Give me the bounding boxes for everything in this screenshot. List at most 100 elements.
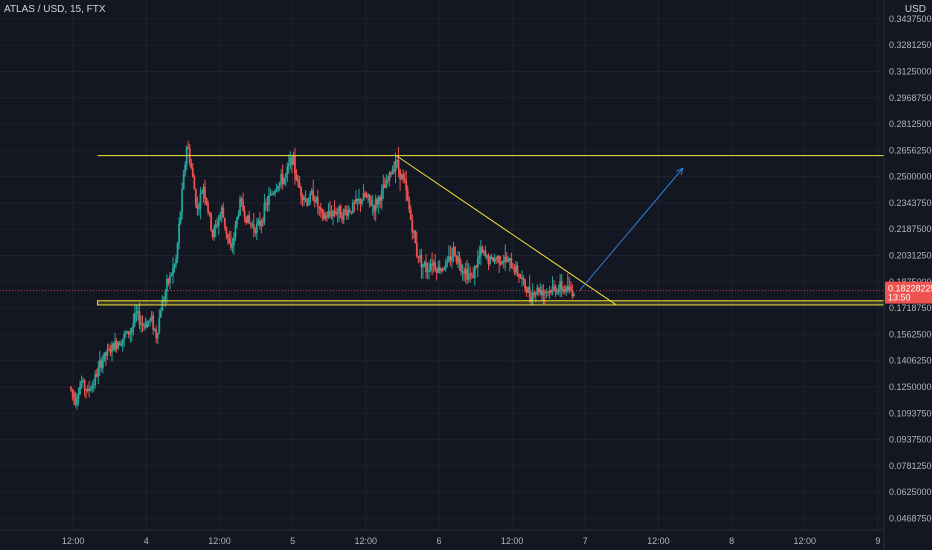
- arrow-head-icon: [676, 167, 684, 176]
- candle-body: [286, 166, 289, 175]
- candle-body: [466, 268, 469, 280]
- candle-body: [469, 273, 472, 275]
- candle-body: [414, 230, 417, 244]
- candle-body: [359, 198, 362, 204]
- candle-body: [149, 319, 152, 322]
- candle-body: [347, 209, 350, 216]
- y-tick-label: 0.23437500: [889, 198, 932, 208]
- candle-body: [499, 263, 502, 265]
- y-tick-label: 0.26562500: [889, 145, 932, 155]
- candle-body: [368, 194, 371, 201]
- candle-body: [217, 219, 220, 226]
- candle-body: [130, 328, 133, 333]
- candle-body: [170, 274, 173, 276]
- y-tick-label: 0.10937500: [889, 408, 932, 418]
- candle-body: [300, 187, 302, 196]
- candle-body: [226, 233, 229, 238]
- candle-body: [272, 193, 275, 195]
- candle-body: [97, 367, 100, 377]
- candle-body: [182, 173, 185, 190]
- candle-body: [301, 195, 304, 201]
- candle-body: [117, 342, 120, 349]
- candle-body: [391, 169, 394, 175]
- candle-body: [198, 208, 200, 210]
- candle-body: [82, 380, 84, 382]
- y-tick-label: 0.20312500: [889, 251, 932, 261]
- candle-body: [516, 265, 519, 274]
- candle-body: [121, 338, 124, 345]
- candle-body: [150, 315, 153, 320]
- candle-body: [370, 200, 373, 206]
- y-tick-label: 0.15625000: [889, 329, 932, 339]
- candle-body: [400, 174, 403, 180]
- y-tick-label: 0.09375000: [889, 435, 932, 445]
- candle-body: [298, 182, 301, 188]
- candle-body: [374, 199, 377, 212]
- candle-body: [425, 262, 427, 273]
- candle-body: [321, 210, 324, 213]
- candle-body: [510, 258, 513, 269]
- candle-body: [402, 174, 405, 179]
- candle-body: [568, 286, 571, 291]
- x-tick-label: 12:00: [355, 536, 378, 546]
- candle-body: [237, 214, 240, 218]
- candle-body: [444, 261, 447, 269]
- candle-body: [354, 198, 357, 204]
- candle-body: [294, 155, 296, 175]
- candle-body: [545, 292, 548, 294]
- candle-body: [73, 392, 75, 397]
- y-tick-label: 0.04687500: [889, 513, 932, 523]
- countdown-label: 13:50: [888, 293, 911, 303]
- candle-body: [76, 399, 78, 405]
- candles: [69, 140, 575, 410]
- candle-body: [460, 264, 462, 272]
- candle-body: [205, 198, 208, 204]
- candle-body: [386, 180, 389, 182]
- candle-body: [265, 203, 267, 205]
- candle-body: [431, 263, 433, 266]
- candle-body: [440, 268, 443, 272]
- candle-body: [123, 333, 126, 339]
- candle-body: [178, 223, 180, 244]
- candle-body: [420, 255, 423, 268]
- candle-body: [223, 217, 226, 227]
- descending-trendline: [395, 155, 617, 305]
- candle-body: [473, 265, 476, 279]
- candle-body: [106, 349, 109, 356]
- candle-body: [475, 265, 478, 268]
- y-tick-label: 0.32812500: [889, 40, 932, 50]
- candle-body: [304, 197, 307, 199]
- candle-body: [566, 286, 569, 291]
- candle-body: [455, 256, 458, 263]
- candle-body: [411, 219, 414, 233]
- candle-body: [254, 228, 257, 233]
- candle-body: [143, 324, 145, 326]
- candle-body: [399, 169, 401, 180]
- candle-body: [245, 216, 248, 224]
- candle-body: [362, 193, 365, 201]
- candle-body: [530, 297, 533, 302]
- candle-body: [495, 258, 498, 260]
- candle-body: [470, 274, 473, 276]
- candle-body: [251, 224, 254, 226]
- candle-body: [569, 286, 572, 291]
- candle-body: [486, 255, 488, 257]
- candle-body: [140, 323, 142, 325]
- candle-body: [95, 374, 98, 377]
- candle-body: [547, 292, 549, 294]
- candle-body: [297, 180, 299, 183]
- candle-body: [94, 374, 97, 385]
- candle-body: [135, 312, 138, 314]
- candle-body: [141, 323, 144, 326]
- candle-body: [560, 280, 563, 292]
- candle-body: [190, 163, 193, 169]
- candle-body: [127, 331, 130, 335]
- candle-body: [173, 264, 176, 268]
- candle-body: [487, 255, 490, 265]
- candle-body: [85, 389, 88, 392]
- candle-body: [396, 159, 398, 163]
- candle-body: [338, 205, 341, 213]
- candle-body: [92, 384, 95, 386]
